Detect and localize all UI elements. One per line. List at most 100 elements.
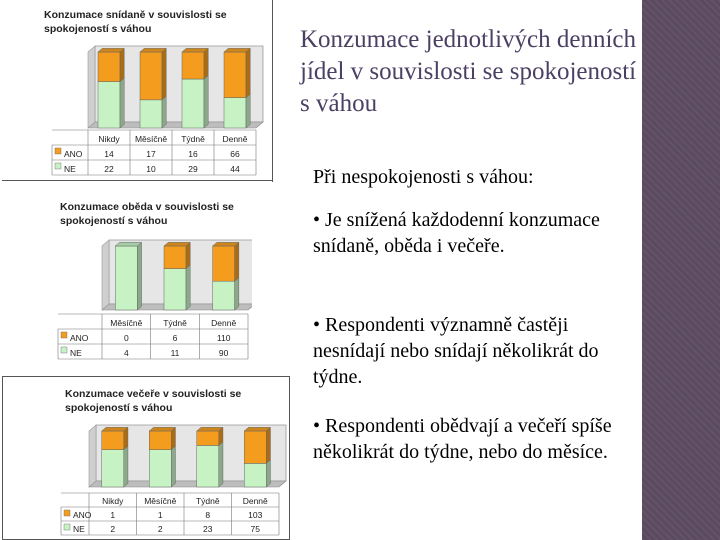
bar-segment-ne-side <box>203 74 209 129</box>
data-label-ano: 17 <box>146 149 156 159</box>
category-label: Týdně <box>163 318 187 328</box>
bar-segment-ne-side <box>245 93 251 129</box>
category-label: Měsíčně <box>144 496 176 506</box>
bar-top-face <box>97 48 125 53</box>
data-label-ano: 8 <box>205 510 210 520</box>
bar-top-face <box>163 242 191 247</box>
bar-segment-ne-side <box>171 445 176 488</box>
legend-label-ne: NE <box>70 348 82 358</box>
data-label-ano: 16 <box>188 149 198 159</box>
data-label-ano: 0 <box>124 333 129 343</box>
data-label-ne: 90 <box>219 348 229 358</box>
bar-segment-ano <box>244 430 267 464</box>
bar-segment-ne <box>101 449 124 488</box>
legend-key-ano <box>54 147 62 155</box>
chart-lunch-svg: Konzumace oběda v souvislosti se spokojen… <box>57 201 252 360</box>
data-label-ne: 22 <box>104 164 114 174</box>
chart-dinner: Konzumace večeře v souvislosti se spokoje… <box>2 376 290 540</box>
legend-key-ano <box>60 331 68 339</box>
chart-title: spokojeností s váhou <box>65 402 172 414</box>
bar-segment-ne <box>212 280 235 311</box>
chart-dinner-svg: Konzumace večeře v souvislosti se spokoje… <box>60 388 287 536</box>
bar-segment-ne <box>115 245 138 311</box>
data-label-ano: 110 <box>217 333 231 343</box>
chart-breakfast-svg: Konzumace snídaně v souvislosti se spokoj… <box>44 9 264 176</box>
data-label-ano: 1 <box>158 510 163 520</box>
bar-segment-ano-side <box>185 241 191 270</box>
bar-segment-ano <box>223 51 247 98</box>
bar-segment-ne-side <box>161 95 167 129</box>
data-label-ne: 44 <box>230 164 240 174</box>
bar-segment-ne-side <box>123 445 129 488</box>
chart-title: Konzumace snídaně v souvislosti se <box>44 9 227 21</box>
data-label-ne: 75 <box>251 524 261 534</box>
bar-top-face <box>148 427 177 432</box>
bar-top-face <box>181 48 209 53</box>
bar-top-face <box>196 427 224 432</box>
bar-top-face <box>101 427 129 432</box>
bar-segment-ano-side <box>266 426 271 464</box>
data-label-ne: 11 <box>171 348 180 358</box>
bar-segment-ne-side <box>137 241 142 311</box>
bullet-item: • Respondenti obědvají a večeří spíše ně… <box>313 415 612 463</box>
bar-segment-ano <box>149 430 172 450</box>
bar-top-face <box>223 48 251 53</box>
chart-frame-line <box>2 180 272 181</box>
bar-segment-ne-side <box>119 77 125 129</box>
bar-segment-ne <box>181 78 205 129</box>
chart-title: spokojeností s váhou <box>60 215 167 227</box>
chart-breakfast: Konzumace snídaně v souvislosti se spokoj… <box>2 0 270 182</box>
bar-segment-ne <box>196 445 219 488</box>
bar-segment-ano-side <box>245 47 251 99</box>
bar-segment-ne <box>163 268 187 311</box>
bar-segment-ne-side <box>266 459 271 488</box>
bar-segment-ne <box>139 99 163 129</box>
chart-frame-line <box>272 0 273 182</box>
chart-side-wall <box>88 424 97 488</box>
data-label-ne: 23 <box>203 524 213 534</box>
category-label: Denně <box>211 318 236 328</box>
bar-segment-ne-side <box>234 277 240 311</box>
bar-top-face <box>114 242 143 247</box>
legend-label-ne: NE <box>64 164 76 174</box>
category-label: Týdně <box>181 134 205 144</box>
bar-segment-ne <box>97 81 121 129</box>
data-label-ano: 14 <box>104 149 114 159</box>
legend-label-ano: ANO <box>64 149 83 159</box>
legend-label-ne: NE <box>73 524 85 534</box>
chart-title: Konzumace večeře v souvislosti se <box>65 388 241 400</box>
legend-key-ne <box>54 162 62 170</box>
bar-segment-ano-side <box>203 47 209 80</box>
data-label-ano: 1 <box>110 510 115 520</box>
chart-lunch: Konzumace oběda v souvislosti se spokojen… <box>52 196 252 364</box>
slide-title: Konzumace jednotlivých denních jídel v s… <box>300 26 637 117</box>
chart-side-wall <box>101 239 110 311</box>
bar-segment-ne-side <box>185 264 191 311</box>
bar-segment-ano <box>212 245 235 282</box>
bar-top-face <box>139 48 167 53</box>
bar-top-face <box>243 427 272 432</box>
bar-segment-ano-side <box>234 241 240 282</box>
bar-segment-ano-side <box>161 47 167 101</box>
bullet-item: • Je snížená každodenní konzumace snídan… <box>313 209 600 257</box>
chart-title: Konzumace oběda v souvislosti se <box>60 201 234 213</box>
data-label-ne: 2 <box>158 524 163 534</box>
chart-side-wall <box>87 45 96 129</box>
category-label: Měsíčně <box>135 134 167 144</box>
legend-key-ano <box>63 509 71 517</box>
bar-segment-ne <box>149 449 172 488</box>
data-label-ne: 2 <box>110 524 115 534</box>
category-label: Týdně <box>196 496 220 506</box>
data-label-ano: 66 <box>230 149 240 159</box>
category-label: Nikdy <box>98 134 120 144</box>
slide-subhead: Při nespokojenosti s váhou: <box>313 166 534 188</box>
bar-segment-ano-side <box>119 47 125 83</box>
bar-segment-ne-side <box>218 441 224 488</box>
bar-segment-ne <box>223 97 247 129</box>
data-label-ano: 6 <box>173 333 178 343</box>
data-label-ne: 4 <box>124 348 129 358</box>
bar-segment-ano <box>97 51 121 82</box>
data-label-ano: 103 <box>248 510 262 520</box>
decorative-sidebar <box>642 0 720 540</box>
chart-title: spokojeností s váhou <box>44 23 151 35</box>
